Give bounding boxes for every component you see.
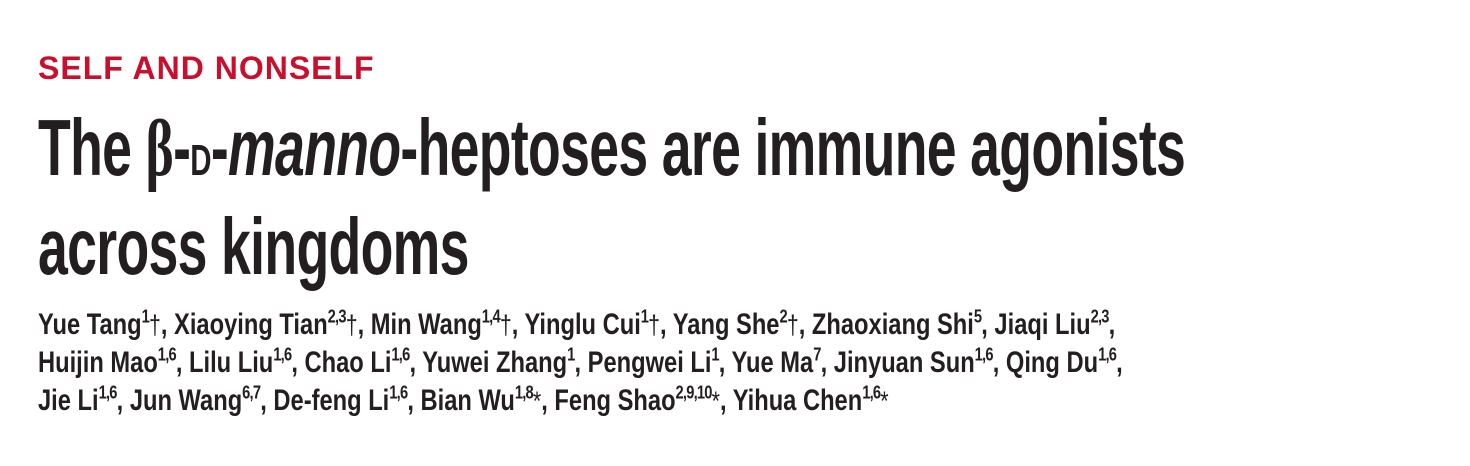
author-name: Jun Wang <box>129 384 243 417</box>
affiliation-sup: 1,6 <box>974 343 994 365</box>
title-text: -heptoses are immune agonists <box>400 103 1186 192</box>
author-name: Chao Li <box>304 346 392 379</box>
author-name: Min Wang <box>370 308 482 341</box>
affiliation-sup: 1,8 <box>514 381 534 403</box>
title-dash: - <box>210 103 229 192</box>
affiliation-sup: 1 <box>711 343 719 365</box>
author: Yue Ma7 <box>731 343 822 379</box>
affiliation-sup: 1,6 <box>862 381 881 403</box>
affiliation-sup: 1,6 <box>389 381 408 403</box>
equal-contribution-mark: † <box>648 310 661 340</box>
author-name: De-feng Li <box>273 384 390 417</box>
title-d-smallcaps: d <box>190 120 211 189</box>
author-name: Bian Wu <box>420 384 515 417</box>
affiliation-sup: 6,7 <box>242 381 261 403</box>
affiliation-sup: 1 <box>567 343 575 365</box>
title-beta: β <box>145 105 174 193</box>
equal-contribution-mark: † <box>148 310 161 340</box>
author-name: Yang She <box>672 308 780 341</box>
affiliation-sup: 1,6 <box>391 343 410 365</box>
affiliation-sup: 1,6 <box>157 343 177 365</box>
author-name: Qing Du <box>1005 346 1099 379</box>
affiliation-sup: 2,3 <box>327 305 347 327</box>
corresponding-author-mark: * <box>532 386 542 416</box>
corresponding-author-mark: * <box>711 386 720 416</box>
author: Huijin Mao1,6 <box>38 343 177 379</box>
affiliation-sup: 2,3 <box>1090 305 1110 327</box>
author: Yuwei Zhang1 <box>422 343 575 379</box>
author-name: Yue Ma <box>731 346 814 379</box>
section-kicker: SELF AND NONSELF <box>38 50 375 86</box>
author: Yue Tang1† <box>38 305 161 341</box>
author: De-feng Li1,6 <box>273 381 408 417</box>
author: Lilu Liu1,6 <box>189 343 292 379</box>
author: Yihua Chen1,6* <box>732 381 889 417</box>
affiliation-sup: 1,4 <box>481 305 501 327</box>
author-name: Xiaoying Tian <box>174 308 328 341</box>
author-name: Zhaoxiang Shi <box>811 308 974 341</box>
affiliation-sup: 2 <box>779 305 787 327</box>
author-name: Pengwei Li <box>587 346 712 379</box>
author-name: Lilu Liu <box>189 346 274 379</box>
article-title: The β-d-manno-heptoses are immune agonis… <box>38 102 1186 293</box>
author: Pengwei Li1 <box>587 343 720 379</box>
author: Chao Li1,6 <box>304 343 411 379</box>
title-text: The <box>38 103 146 192</box>
author-name: Yinglu Cui <box>524 308 641 341</box>
affiliation-sup: 1,6 <box>98 381 118 403</box>
title-line-1: The β-d-manno-heptoses are immune agonis… <box>38 102 1186 201</box>
author: Zhaoxiang Shi5 <box>811 305 982 341</box>
equal-contribution-mark: † <box>786 310 799 340</box>
author-line: Huijin Mao1,6, Lilu Liu1,6, Chao Li1,6, … <box>38 343 1123 379</box>
author-list: Yue Tang1†, Xiaoying Tian2,3†, Min Wang1… <box>38 306 1123 420</box>
author: Bian Wu1,8* <box>420 381 542 417</box>
author: Yang She2† <box>672 305 799 341</box>
affiliation-sup: 2,9,10 <box>675 381 713 403</box>
equal-contribution-mark: † <box>499 310 512 340</box>
author-line: Jie Li1,6, Jun Wang6,7, De-feng Li1,6, B… <box>38 381 889 417</box>
author-name: Yue Tang <box>38 308 142 341</box>
title-dash: - <box>173 103 191 192</box>
corresponding-author-mark: * <box>880 386 889 416</box>
author: Jiaqi Liu2,3 <box>994 305 1110 341</box>
author: Yinglu Cui1† <box>524 305 661 341</box>
title-italic: manno <box>228 103 401 192</box>
author-name: Feng Shao <box>554 384 676 417</box>
author-name: Yuwei Zhang <box>422 346 568 379</box>
affiliation-sup: 1 <box>640 305 649 327</box>
author-name: Jie Li <box>38 384 99 417</box>
title-line-2: across kingdoms <box>38 202 469 291</box>
author-name: Huijin Mao <box>38 346 158 379</box>
author-name: Yihua Chen <box>732 384 863 417</box>
author: Qing Du1,6 <box>1005 343 1117 379</box>
author: Xiaoying Tian2,3† <box>174 305 358 341</box>
affiliation-sup: 1,6 <box>1098 343 1117 365</box>
author-name: Jinyuan Sun <box>833 346 975 379</box>
author: Min Wang1,4† <box>370 305 512 341</box>
author-name: Jiaqi Liu <box>994 308 1091 341</box>
affiliation-sup: 5 <box>973 305 982 327</box>
affiliation-sup: 7 <box>813 343 821 365</box>
author: Jie Li1,6 <box>38 381 118 417</box>
author-line: Yue Tang1†, Xiaoying Tian2,3†, Min Wang1… <box>38 305 1116 341</box>
affiliation-sup: 1 <box>141 305 150 327</box>
author: Jun Wang6,7 <box>129 381 261 417</box>
author: Feng Shao2,9,10* <box>554 381 720 417</box>
equal-contribution-mark: † <box>345 310 358 340</box>
affiliation-sup: 1,6 <box>273 343 292 365</box>
author: Jinyuan Sun1,6 <box>833 343 994 379</box>
